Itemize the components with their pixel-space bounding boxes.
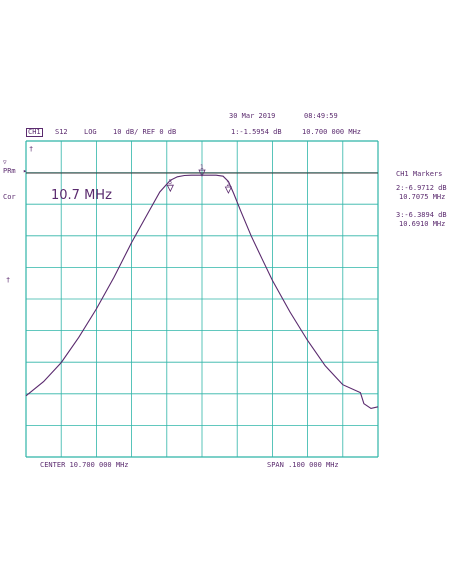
marker-triangle-icon: ▽: [3, 159, 7, 166]
mid-marker-icon: †: [6, 276, 11, 284]
marker3-value: 3:-6.3894 dB: [396, 211, 447, 219]
marker-2-label: 2: [226, 181, 230, 188]
span-label: SPAN .100 000 MHz: [267, 461, 339, 469]
markers-panel-title: CH1 Markers: [396, 170, 443, 178]
cor-label: Cor: [3, 193, 16, 201]
format-label: LOG: [84, 128, 97, 136]
prm-label: PRm: [3, 167, 16, 175]
marker2-frequency: 10.7075 MHz: [399, 193, 446, 201]
top-tick-icon: †: [29, 145, 34, 153]
chart-markers: 1 2 3: [166, 164, 233, 194]
marker2-value: 2:-6.9712 dB: [396, 184, 447, 192]
series-line: [25, 174, 379, 409]
marker-readout: 1:-1.5954 dB: [231, 128, 282, 136]
marker-2-icon: [224, 186, 233, 194]
time-label: 08:49:59: [304, 112, 338, 120]
reference-arrow-icon: ▸: [23, 167, 28, 175]
param-label: S12: [55, 128, 68, 136]
marker-3-label: 3: [168, 179, 172, 186]
marker-1-label: 1: [200, 164, 204, 171]
center-frequency-label: CENTER 10.700 000 MHz: [40, 461, 129, 469]
channel-badge: CH1: [26, 128, 43, 137]
frequency-annotation: 10.7 MHz: [51, 188, 112, 203]
marker-frequency: 10.700 000 MHz: [302, 128, 362, 136]
scale-label: 10 dB/ REF 0 dB: [113, 128, 177, 136]
marker3-frequency: 10.6910 MHz: [399, 220, 446, 228]
marker-1-icon: [198, 169, 206, 177]
date-label: 30 Mar 2019: [229, 112, 276, 120]
marker-3-icon: [166, 184, 174, 193]
